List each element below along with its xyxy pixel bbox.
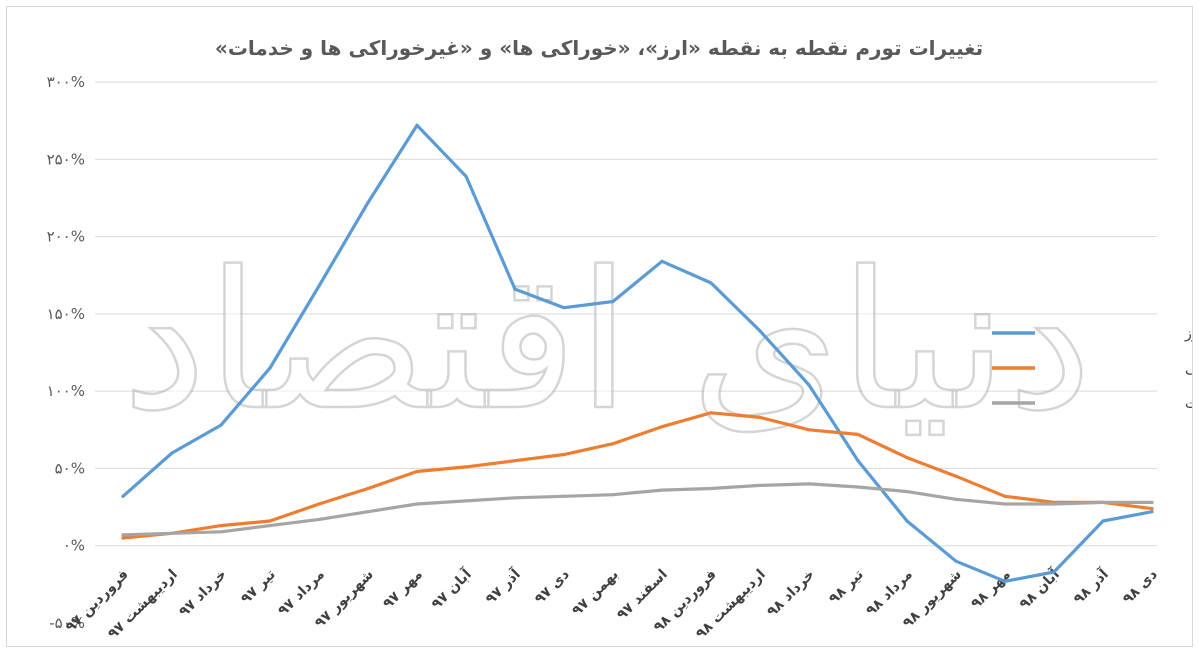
data-point bbox=[905, 456, 909, 460]
watermark: دنیای اقتصاد bbox=[121, 230, 1094, 454]
data-point bbox=[1101, 519, 1105, 523]
data-point bbox=[758, 329, 762, 333]
data-point bbox=[611, 493, 615, 497]
data-point bbox=[219, 530, 223, 534]
data-point bbox=[758, 483, 762, 488]
data-point bbox=[1003, 494, 1007, 498]
data-point bbox=[513, 287, 517, 291]
data-point bbox=[1052, 502, 1056, 506]
data-point bbox=[121, 494, 125, 498]
y-tick-label: -۵۰% bbox=[49, 614, 85, 632]
data-point bbox=[1003, 502, 1007, 506]
watermark-text: دنیای اقتصاد bbox=[122, 231, 1092, 452]
gridlines bbox=[95, 81, 1157, 547]
data-point bbox=[219, 423, 223, 427]
data-point bbox=[268, 524, 272, 528]
data-point bbox=[366, 200, 370, 205]
y-tick-label: ۳۰۰% bbox=[47, 73, 85, 91]
data-point bbox=[366, 510, 370, 514]
data-point bbox=[1150, 500, 1154, 505]
x-tick-label: آذر ۹۷ bbox=[481, 564, 524, 607]
series-lines bbox=[121, 123, 1154, 583]
data-point bbox=[660, 259, 664, 263]
data-point bbox=[1101, 500, 1105, 505]
y-tick-label: ۲۵۰% bbox=[47, 150, 85, 168]
data-point bbox=[807, 482, 811, 486]
x-tick-label: مهر ۹۷ bbox=[380, 567, 426, 613]
series-line-2 bbox=[121, 482, 1154, 537]
data-point bbox=[562, 494, 566, 498]
data-point bbox=[1052, 570, 1056, 574]
data-point bbox=[317, 517, 321, 522]
data-point bbox=[464, 499, 468, 503]
data-point bbox=[611, 299, 615, 304]
line-chart: دنیای اقتصاد تغییرات تورم نقطه به نقطه «… bbox=[47, 36, 1192, 642]
data-point bbox=[954, 497, 958, 501]
x-tick-label: آبان ۹۷ bbox=[427, 564, 475, 612]
x-tick-label: خرداد ۹۷ bbox=[176, 567, 230, 621]
data-point bbox=[513, 459, 517, 463]
y-tick-label: ۱۰۰% bbox=[47, 382, 85, 400]
chart-frame: دنیای اقتصاد تغییرات تورم نقطه به نقطه «… bbox=[6, 6, 1193, 647]
y-axis-ticks: -۵۰% ۰% ۵۰% ۱۰۰% ۱۵۰% ۲۰۰% ۲۵۰% ۳۰۰% bbox=[47, 73, 85, 632]
data-point bbox=[317, 502, 321, 506]
data-point bbox=[317, 284, 321, 288]
x-tick-label: خرداد ۹۸ bbox=[764, 567, 818, 621]
data-point bbox=[660, 488, 664, 492]
legend: نرخ ارز خوراکی غیرخوراکی و خدمات bbox=[992, 326, 1192, 412]
data-point bbox=[170, 451, 174, 455]
x-tick-label: آذر ۹۸ bbox=[1069, 564, 1112, 607]
data-point bbox=[268, 366, 272, 370]
data-point bbox=[121, 536, 125, 540]
data-point bbox=[709, 281, 713, 285]
data-point bbox=[954, 559, 958, 563]
series-line-0 bbox=[121, 123, 1154, 583]
data-point bbox=[415, 469, 419, 474]
x-tick-label: تیر ۹۷ bbox=[238, 567, 279, 608]
y-tick-label: ۵۰% bbox=[55, 459, 85, 477]
data-point bbox=[1150, 507, 1154, 511]
data-point bbox=[268, 519, 272, 523]
x-tick-label: مهر ۹۸ bbox=[968, 567, 1014, 613]
data-point bbox=[856, 485, 860, 489]
data-point bbox=[415, 123, 419, 127]
data-point bbox=[856, 432, 860, 437]
x-tick-label: تیر ۹۸ bbox=[826, 567, 867, 608]
legend-label: نرخ ارز bbox=[1184, 326, 1192, 342]
data-point bbox=[415, 502, 419, 506]
legend-label: خوراکی bbox=[1185, 361, 1192, 377]
data-point bbox=[366, 486, 370, 491]
data-point bbox=[807, 383, 811, 387]
data-point bbox=[562, 306, 566, 310]
data-point bbox=[513, 496, 517, 500]
data-point bbox=[905, 490, 909, 494]
data-point bbox=[464, 174, 468, 178]
series-line-1 bbox=[121, 411, 1154, 540]
chart-title: تغییرات تورم نقطه به نقطه «ارز»، «خوراکی… bbox=[215, 36, 983, 60]
data-point bbox=[709, 411, 713, 415]
legend-label: غیرخوراکی و خدمات bbox=[1185, 396, 1192, 412]
data-point bbox=[905, 519, 909, 523]
data-point bbox=[611, 442, 615, 446]
data-point bbox=[562, 452, 566, 457]
data-point bbox=[807, 428, 811, 432]
data-point bbox=[758, 415, 762, 420]
data-point bbox=[219, 524, 223, 528]
data-point bbox=[170, 531, 174, 535]
data-point bbox=[954, 474, 958, 478]
data-point bbox=[121, 533, 125, 537]
y-tick-label: ۰% bbox=[63, 537, 85, 555]
x-tick-label: دی ۹۷ bbox=[532, 567, 573, 608]
data-point bbox=[1003, 579, 1007, 583]
data-point bbox=[856, 459, 860, 463]
data-point bbox=[464, 465, 468, 469]
y-tick-label: ۱۵۰% bbox=[47, 305, 85, 323]
data-point bbox=[1150, 510, 1154, 514]
data-point bbox=[660, 425, 664, 429]
x-tick-label: دی ۹۸ bbox=[1120, 567, 1161, 608]
y-tick-label: ۲۰۰% bbox=[47, 228, 85, 246]
data-point bbox=[709, 486, 713, 491]
